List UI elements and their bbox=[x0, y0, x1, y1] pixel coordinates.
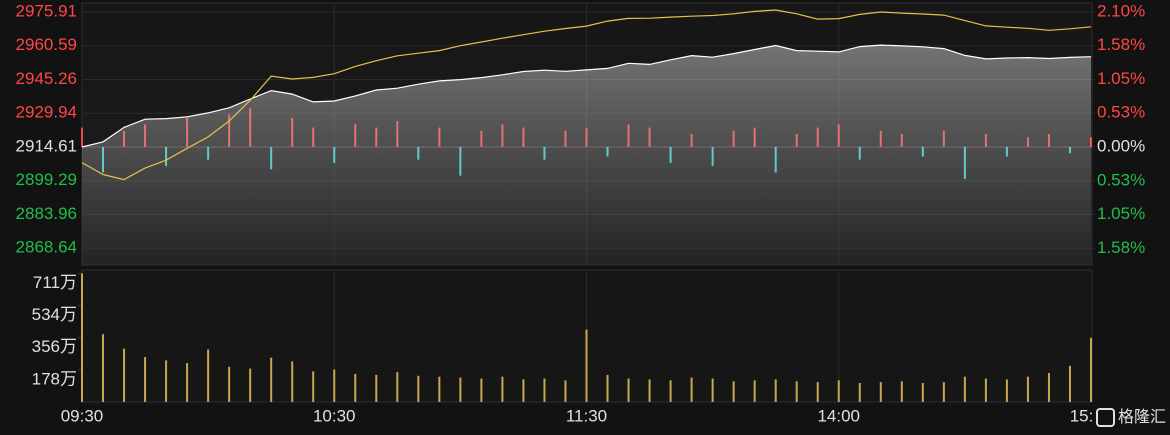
volume-bar bbox=[1005, 379, 1008, 402]
volume-bar bbox=[144, 357, 147, 402]
y2-tick-label: 0.53% bbox=[1097, 170, 1145, 189]
volume-bar bbox=[690, 377, 693, 402]
volume-bar bbox=[375, 374, 378, 402]
volume-bar bbox=[438, 376, 441, 402]
x-tick-label: 14:00 bbox=[817, 406, 860, 425]
y2-tick-label: 1.05% bbox=[1097, 69, 1145, 88]
volume-bar bbox=[732, 381, 735, 402]
x-tick-label: 11:30 bbox=[566, 406, 607, 425]
volume-bar bbox=[795, 381, 798, 402]
volume-bar bbox=[123, 348, 126, 402]
y-tick-label: 2899.29 bbox=[16, 170, 77, 189]
y-tick-label: 2929.94 bbox=[16, 103, 77, 122]
breadth-bar bbox=[81, 127, 83, 147]
volume-bar bbox=[984, 378, 987, 402]
volume-bar bbox=[942, 382, 945, 402]
y-tick-label: 2960.59 bbox=[16, 35, 77, 54]
volume-bar bbox=[564, 380, 567, 402]
volume-bar bbox=[102, 334, 105, 402]
volume-bar bbox=[543, 378, 546, 402]
volume-bar bbox=[585, 329, 588, 402]
y2-tick-label: 1.05% bbox=[1097, 204, 1145, 223]
y-tick-label: 2945.26 bbox=[16, 69, 77, 88]
y-tick-label: 2868.64 bbox=[16, 238, 77, 257]
volume-bar bbox=[81, 273, 83, 402]
y2-tick-label: 1.58% bbox=[1097, 35, 1145, 54]
x-tick-label: 10:30 bbox=[313, 406, 356, 425]
y2-tick-label: 0.00% bbox=[1097, 136, 1145, 155]
y-tick-label: 2914.61 bbox=[16, 136, 77, 155]
volume-bar bbox=[900, 381, 903, 402]
volume-bar bbox=[480, 378, 483, 402]
volume-bar bbox=[648, 379, 651, 402]
volume-bar bbox=[1068, 365, 1071, 402]
volume-tick-label: 534万 bbox=[32, 305, 77, 324]
volume-bar bbox=[1047, 373, 1050, 402]
watermark: 格隆汇 bbox=[1118, 408, 1166, 426]
volume-bar bbox=[417, 375, 420, 402]
price-line bbox=[81, 44, 1092, 148]
volume-bar bbox=[333, 369, 336, 402]
volume-bar bbox=[816, 382, 819, 402]
volume-bar bbox=[963, 376, 966, 402]
volume-bar bbox=[837, 380, 840, 402]
volume-bar bbox=[774, 379, 777, 402]
volume-bar bbox=[291, 361, 294, 402]
plot-layer: 2868.64 2883.96 2899.29 2914.61 2929.94 2945.… bbox=[16, 1, 1146, 425]
volume-bar bbox=[249, 368, 252, 402]
y-tick-label: 2883.96 bbox=[16, 204, 77, 223]
volume-bar bbox=[354, 373, 357, 402]
volume-bar bbox=[627, 378, 630, 402]
volume-bar bbox=[396, 372, 399, 402]
volume-tick-label: 178万 bbox=[32, 369, 77, 388]
volume-bar bbox=[1090, 337, 1092, 402]
volume-bar bbox=[1026, 376, 1029, 402]
y2-tick-label: 2.10% bbox=[1097, 1, 1145, 20]
volume-bar bbox=[711, 378, 714, 402]
y-tick-label: 2975.91 bbox=[16, 1, 77, 20]
y2-tick-label: 1.58% bbox=[1097, 238, 1145, 257]
volume-tick-label: 356万 bbox=[32, 337, 77, 356]
price-area bbox=[82, 45, 1091, 265]
volume-bar bbox=[522, 379, 525, 402]
volume-bar bbox=[312, 371, 315, 402]
volume-bar bbox=[165, 360, 168, 402]
volume-bar bbox=[858, 383, 861, 402]
volume-bar bbox=[753, 380, 756, 402]
volume-bar bbox=[606, 374, 609, 402]
volume-bar bbox=[270, 357, 273, 402]
volume-bar bbox=[228, 366, 231, 402]
volume-bar bbox=[459, 377, 462, 402]
volume-bar bbox=[501, 376, 504, 402]
volume-bar bbox=[921, 383, 924, 402]
volume-bar bbox=[879, 382, 882, 402]
price-line bbox=[81, 9, 1092, 181]
y2-tick-label: 0.53% bbox=[1097, 102, 1145, 121]
volume-bar bbox=[207, 349, 210, 402]
volume-tick-label: 711万 bbox=[33, 273, 77, 292]
x-tick-label: 09:30 bbox=[61, 406, 104, 425]
volume-bar bbox=[186, 363, 189, 402]
volume-bar bbox=[669, 380, 672, 402]
watermark-icon bbox=[1096, 408, 1115, 427]
